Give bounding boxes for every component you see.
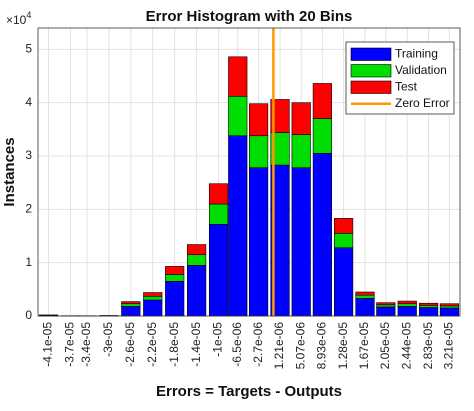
bar-segment xyxy=(439,305,460,309)
bar-segment xyxy=(355,298,375,317)
bar-segment xyxy=(165,281,185,317)
y-multiplier: ×104 xyxy=(6,10,31,27)
bar-segment xyxy=(291,134,311,169)
bar-segment xyxy=(334,247,354,317)
x-tick-label: 1.67e-05 xyxy=(357,322,371,370)
bar-segment xyxy=(249,135,269,169)
y-tick-label: 4 xyxy=(25,95,32,109)
x-tick-label: 1.21e-06 xyxy=(272,322,286,370)
x-tick-label: -3.4e-05 xyxy=(79,322,93,367)
bar-segment xyxy=(355,294,375,299)
bar-segment xyxy=(397,303,417,307)
bar-segment xyxy=(334,233,354,249)
bar-segment xyxy=(165,266,185,275)
bar-segment xyxy=(397,300,417,305)
bar-segment xyxy=(312,118,332,154)
legend-swatch xyxy=(350,80,392,94)
bar-segment xyxy=(419,307,439,317)
x-tick-label: -3e-05 xyxy=(101,322,115,357)
bar-segment xyxy=(291,102,311,135)
legend-label: Validation xyxy=(395,63,447,77)
legend-label: Test xyxy=(395,79,418,93)
y-tick-label: 1 xyxy=(25,255,32,269)
x-tick-label: 2.05e-05 xyxy=(378,322,392,370)
x-tick-label: 2.83e-05 xyxy=(421,322,435,370)
bar-segment xyxy=(208,223,229,317)
y-tick-label: 3 xyxy=(25,148,32,162)
x-tick-label: -2.7e-06 xyxy=(251,322,265,367)
bar-segment xyxy=(121,303,141,307)
bar-segment xyxy=(397,306,417,317)
bar-segment xyxy=(376,302,396,306)
bar-segment xyxy=(187,254,207,266)
bar-segment xyxy=(228,56,248,97)
y-tick-label: 2 xyxy=(25,202,32,216)
bar-segment xyxy=(143,299,163,317)
bar-segment xyxy=(228,135,248,317)
x-tick-label: -2.2e-05 xyxy=(145,322,159,367)
x-tick-label: -2.6e-05 xyxy=(123,322,137,367)
y-multiplier-base: ×10 xyxy=(6,13,27,27)
y-axis-title: Instances xyxy=(1,137,18,206)
y-multiplier-exponent: 4 xyxy=(26,10,31,20)
bar-segment xyxy=(121,306,141,317)
bar-segment xyxy=(249,103,269,137)
x-tick-label: -6.5e-06 xyxy=(230,322,244,367)
x-tick-label: -1e-05 xyxy=(211,322,225,357)
bar-segment xyxy=(249,167,269,317)
x-tick-label: 8.93e-06 xyxy=(315,322,329,370)
bar-segment xyxy=(312,83,332,119)
bar-segment xyxy=(228,95,248,137)
x-tick-label: 2.44e-05 xyxy=(399,322,413,370)
bar-segment xyxy=(291,167,311,317)
bar-segment xyxy=(439,307,460,317)
bar-segment xyxy=(419,305,439,308)
x-tick-label: -1.4e-05 xyxy=(189,322,203,367)
bar-segment xyxy=(121,301,141,305)
x-tick-label: 1.28e-05 xyxy=(336,322,350,370)
legend-swatch xyxy=(350,64,392,78)
bar-segment xyxy=(187,265,207,317)
bar-segment xyxy=(270,99,290,133)
x-axis-title: Errors = Targets - Outputs xyxy=(156,383,342,400)
bar-segment xyxy=(187,244,207,255)
bar-segment xyxy=(376,304,396,308)
x-tick-label: -4.1e-05 xyxy=(41,322,55,367)
bar-segment xyxy=(376,306,396,317)
legend-swatch xyxy=(350,47,392,61)
bar-segment xyxy=(143,292,163,297)
y-tick-label: 5 xyxy=(25,42,32,56)
x-tick-label: -1.8e-05 xyxy=(167,322,181,367)
chart-title: Error Histogram with 20 Bins xyxy=(146,8,353,25)
bar-segment xyxy=(143,295,163,301)
bar-segment xyxy=(334,218,354,234)
x-tick-label: 3.21e-05 xyxy=(442,322,456,370)
legend-label: Zero Error xyxy=(395,96,450,110)
bar-segment xyxy=(419,302,439,306)
bar-segment xyxy=(439,303,460,307)
x-tick-label: -3.7e-05 xyxy=(63,322,77,367)
legend-label: Training xyxy=(395,46,438,60)
bar-segment xyxy=(165,274,185,282)
y-tick-label: 0 xyxy=(25,308,32,322)
x-tick-label: 5.07e-06 xyxy=(293,322,307,370)
bar-segment xyxy=(312,153,332,317)
plot-frame xyxy=(37,27,461,317)
bar-segment xyxy=(208,203,229,225)
bar-segment xyxy=(208,183,229,205)
bar-segment xyxy=(355,291,375,296)
